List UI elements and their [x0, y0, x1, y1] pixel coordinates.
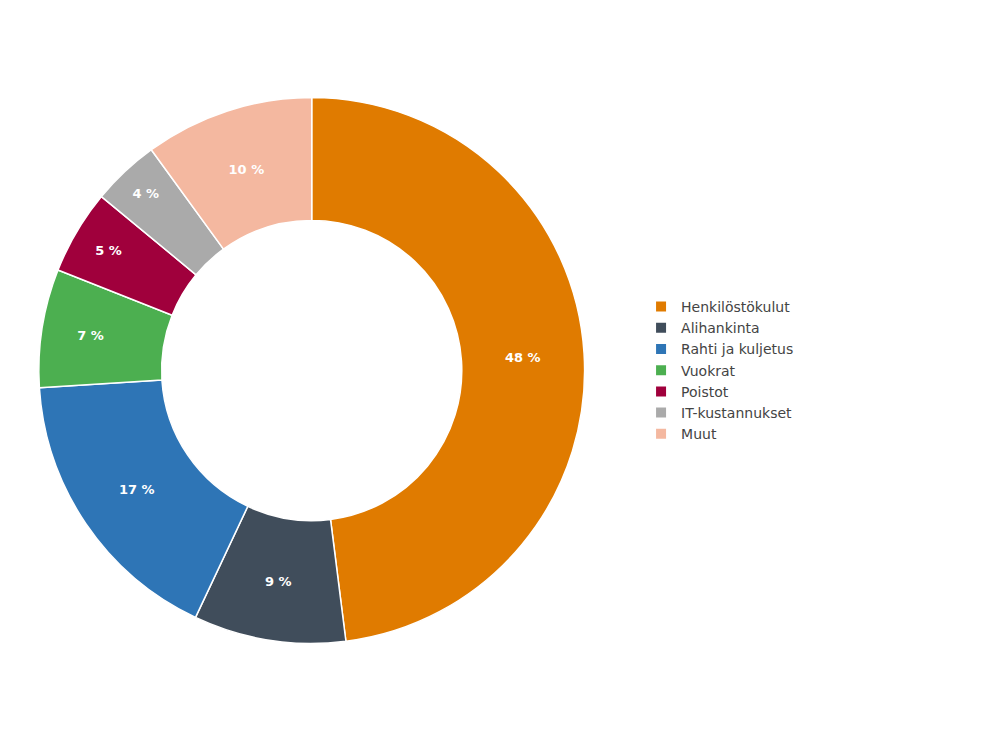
svg-text:Vuokrat: Vuokrat — [681, 363, 736, 379]
svg-text:17 %: 17 % — [119, 482, 155, 497]
svg-text:Henkilöstökulut: Henkilöstökulut — [681, 299, 790, 315]
svg-text:48 %: 48 % — [505, 350, 541, 365]
svg-text:Alihankinta: Alihankinta — [681, 320, 760, 336]
svg-text:9 %: 9 % — [265, 574, 292, 589]
svg-text:IT-kustannukset: IT-kustannukset — [681, 405, 792, 421]
svg-text:5 %: 5 % — [95, 243, 122, 258]
svg-text:10 %: 10 % — [229, 162, 265, 177]
svg-text:7 %: 7 % — [77, 328, 104, 343]
svg-text:Muut: Muut — [681, 426, 717, 442]
svg-text:Rahti ja kuljetus: Rahti ja kuljetus — [681, 341, 793, 357]
svg-text:Poistot: Poistot — [681, 384, 729, 400]
svg-text:4 %: 4 % — [132, 186, 159, 201]
